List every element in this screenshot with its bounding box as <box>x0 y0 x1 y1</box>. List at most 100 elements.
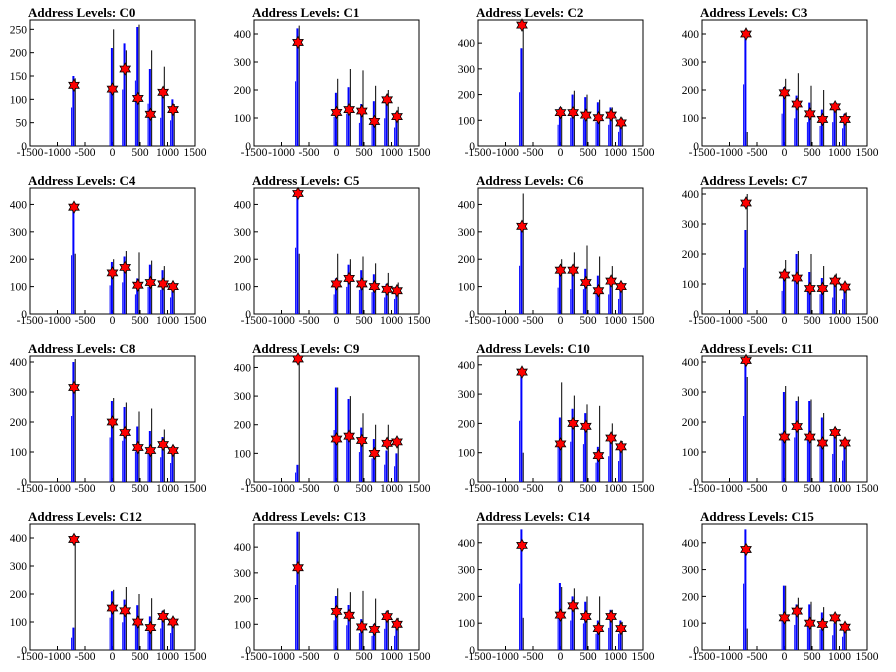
peak-star-marker <box>791 271 804 285</box>
peak-star-marker <box>592 448 605 463</box>
y-tick-label: 0 <box>469 309 475 321</box>
peak-star-marker <box>167 615 179 629</box>
peak-star-marker <box>778 85 791 100</box>
y-tick-label: 100 <box>10 447 28 459</box>
peak-star-marker <box>391 617 403 632</box>
peak-star-marker <box>778 268 791 282</box>
x-tick-label: -1000 <box>268 315 295 327</box>
x-tick-label: 1500 <box>632 147 655 159</box>
peak-star-marker <box>592 621 605 636</box>
peak-star-marker <box>740 542 752 557</box>
x-tick-label: -1000 <box>716 483 743 495</box>
x-tick-label: -500 <box>74 651 95 663</box>
x-tick-label: 500 <box>131 147 149 159</box>
x-tick-label: -1000 <box>268 147 295 159</box>
peak-star-marker <box>516 538 528 553</box>
peak-star-marker <box>803 616 816 631</box>
y-tick-label: 300 <box>234 227 252 239</box>
y-tick-label: 400 <box>10 357 28 369</box>
peak-star-marker <box>131 278 144 293</box>
y-tick-label: 0 <box>245 477 251 489</box>
peak-star-marker <box>292 352 304 366</box>
x-tick-label: 500 <box>355 147 373 159</box>
peak-star-marker <box>144 275 157 290</box>
x-tick-label: 1000 <box>604 483 627 495</box>
x-tick-label: 1000 <box>380 483 403 495</box>
peak-star-marker <box>368 114 381 129</box>
x-tick-label: 1500 <box>632 483 655 495</box>
x-tick-label: 500 <box>131 315 149 327</box>
x-tick-label: -500 <box>746 315 767 327</box>
x-tick-label: -1500 <box>689 147 716 159</box>
peak-star-marker <box>615 279 627 294</box>
peak-star-marker <box>144 443 157 458</box>
y-tick-label: 300 <box>682 565 700 577</box>
y-tick-label: 200 <box>234 254 252 266</box>
peak-star-marker <box>157 437 170 452</box>
peak-star-marker <box>791 97 804 111</box>
y-tick-label: 300 <box>10 561 28 573</box>
peak-star-marker <box>778 610 791 625</box>
panel-title: Address Levels: C6 <box>476 173 584 188</box>
peak-star-marker <box>131 615 144 629</box>
x-tick-label: -500 <box>298 315 319 327</box>
peak-star-marker <box>516 219 528 234</box>
peak-star-marker <box>816 436 829 450</box>
x-tick-label: 500 <box>803 483 821 495</box>
y-tick-label: 300 <box>458 64 476 76</box>
x-tick-label: 1500 <box>184 147 207 159</box>
x-tick-label: 0 <box>782 315 788 327</box>
y-tick-label: 400 <box>682 538 700 550</box>
panel-c8: Address Levels: C8 0 100 200 300 400 -1500 -100… <box>10 341 207 495</box>
panel-c11: Address Levels: C11 0 100 200 300 400 -1500 -10… <box>682 341 879 495</box>
peak-star-marker <box>554 608 567 622</box>
y-tick-label: 300 <box>234 391 252 403</box>
peak-star-marker <box>839 280 851 294</box>
peak-star-marker <box>391 283 403 298</box>
y-tick-label: 400 <box>458 538 476 550</box>
y-tick-label: 300 <box>10 387 28 399</box>
x-tick-label: 1000 <box>604 315 627 327</box>
peak-star-marker <box>516 365 528 379</box>
peak-star-marker <box>803 106 816 121</box>
peak-star-marker <box>803 281 816 296</box>
x-tick-label: 1000 <box>604 147 627 159</box>
y-tick-label: 400 <box>234 29 252 41</box>
peak-star-marker <box>381 282 394 297</box>
y-tick-label: 400 <box>458 360 476 372</box>
peak-star-marker <box>106 266 119 280</box>
panel-title: Address Levels: C12 <box>28 509 142 524</box>
peak-star-marker <box>381 436 394 451</box>
y-tick-label: 0 <box>21 477 27 489</box>
peak-star-marker <box>740 196 752 210</box>
y-tick-label: 200 <box>682 417 700 429</box>
panel-title: Address Levels: C0 <box>28 5 135 20</box>
x-tick-label: 1000 <box>156 315 179 327</box>
peak-star-marker <box>829 610 842 625</box>
panel-title: Address Levels: C9 <box>252 341 360 356</box>
peak-star-marker <box>803 430 816 444</box>
x-tick-label: 500 <box>355 315 373 327</box>
peak-star-marker <box>144 620 157 635</box>
y-tick-label: 100 <box>682 113 700 125</box>
x-tick-label: -1000 <box>716 651 743 663</box>
peak-star-marker <box>368 622 381 637</box>
y-tick-label: 100 <box>682 447 700 459</box>
y-tick-label: 200 <box>10 254 28 266</box>
peak-star-marker <box>292 186 304 201</box>
peak-star-marker <box>554 105 567 120</box>
peak-star-marker <box>391 109 403 124</box>
x-tick-label: -1500 <box>689 483 716 495</box>
peak-star-marker <box>615 439 627 454</box>
y-tick-label: 0 <box>245 141 251 153</box>
peak-star-marker <box>355 104 368 118</box>
panel-c10: Address Levels: C10 0 100 200 300 400 -1500 -10… <box>458 341 655 495</box>
x-tick-label: -1000 <box>268 483 295 495</box>
y-tick-label: 300 <box>234 568 252 580</box>
y-tick-label: 100 <box>682 279 700 291</box>
x-tick-label: 0 <box>110 315 116 327</box>
y-tick-label: 100 <box>234 619 252 631</box>
x-tick-label: 1000 <box>156 483 179 495</box>
x-tick-label: 0 <box>782 483 788 495</box>
